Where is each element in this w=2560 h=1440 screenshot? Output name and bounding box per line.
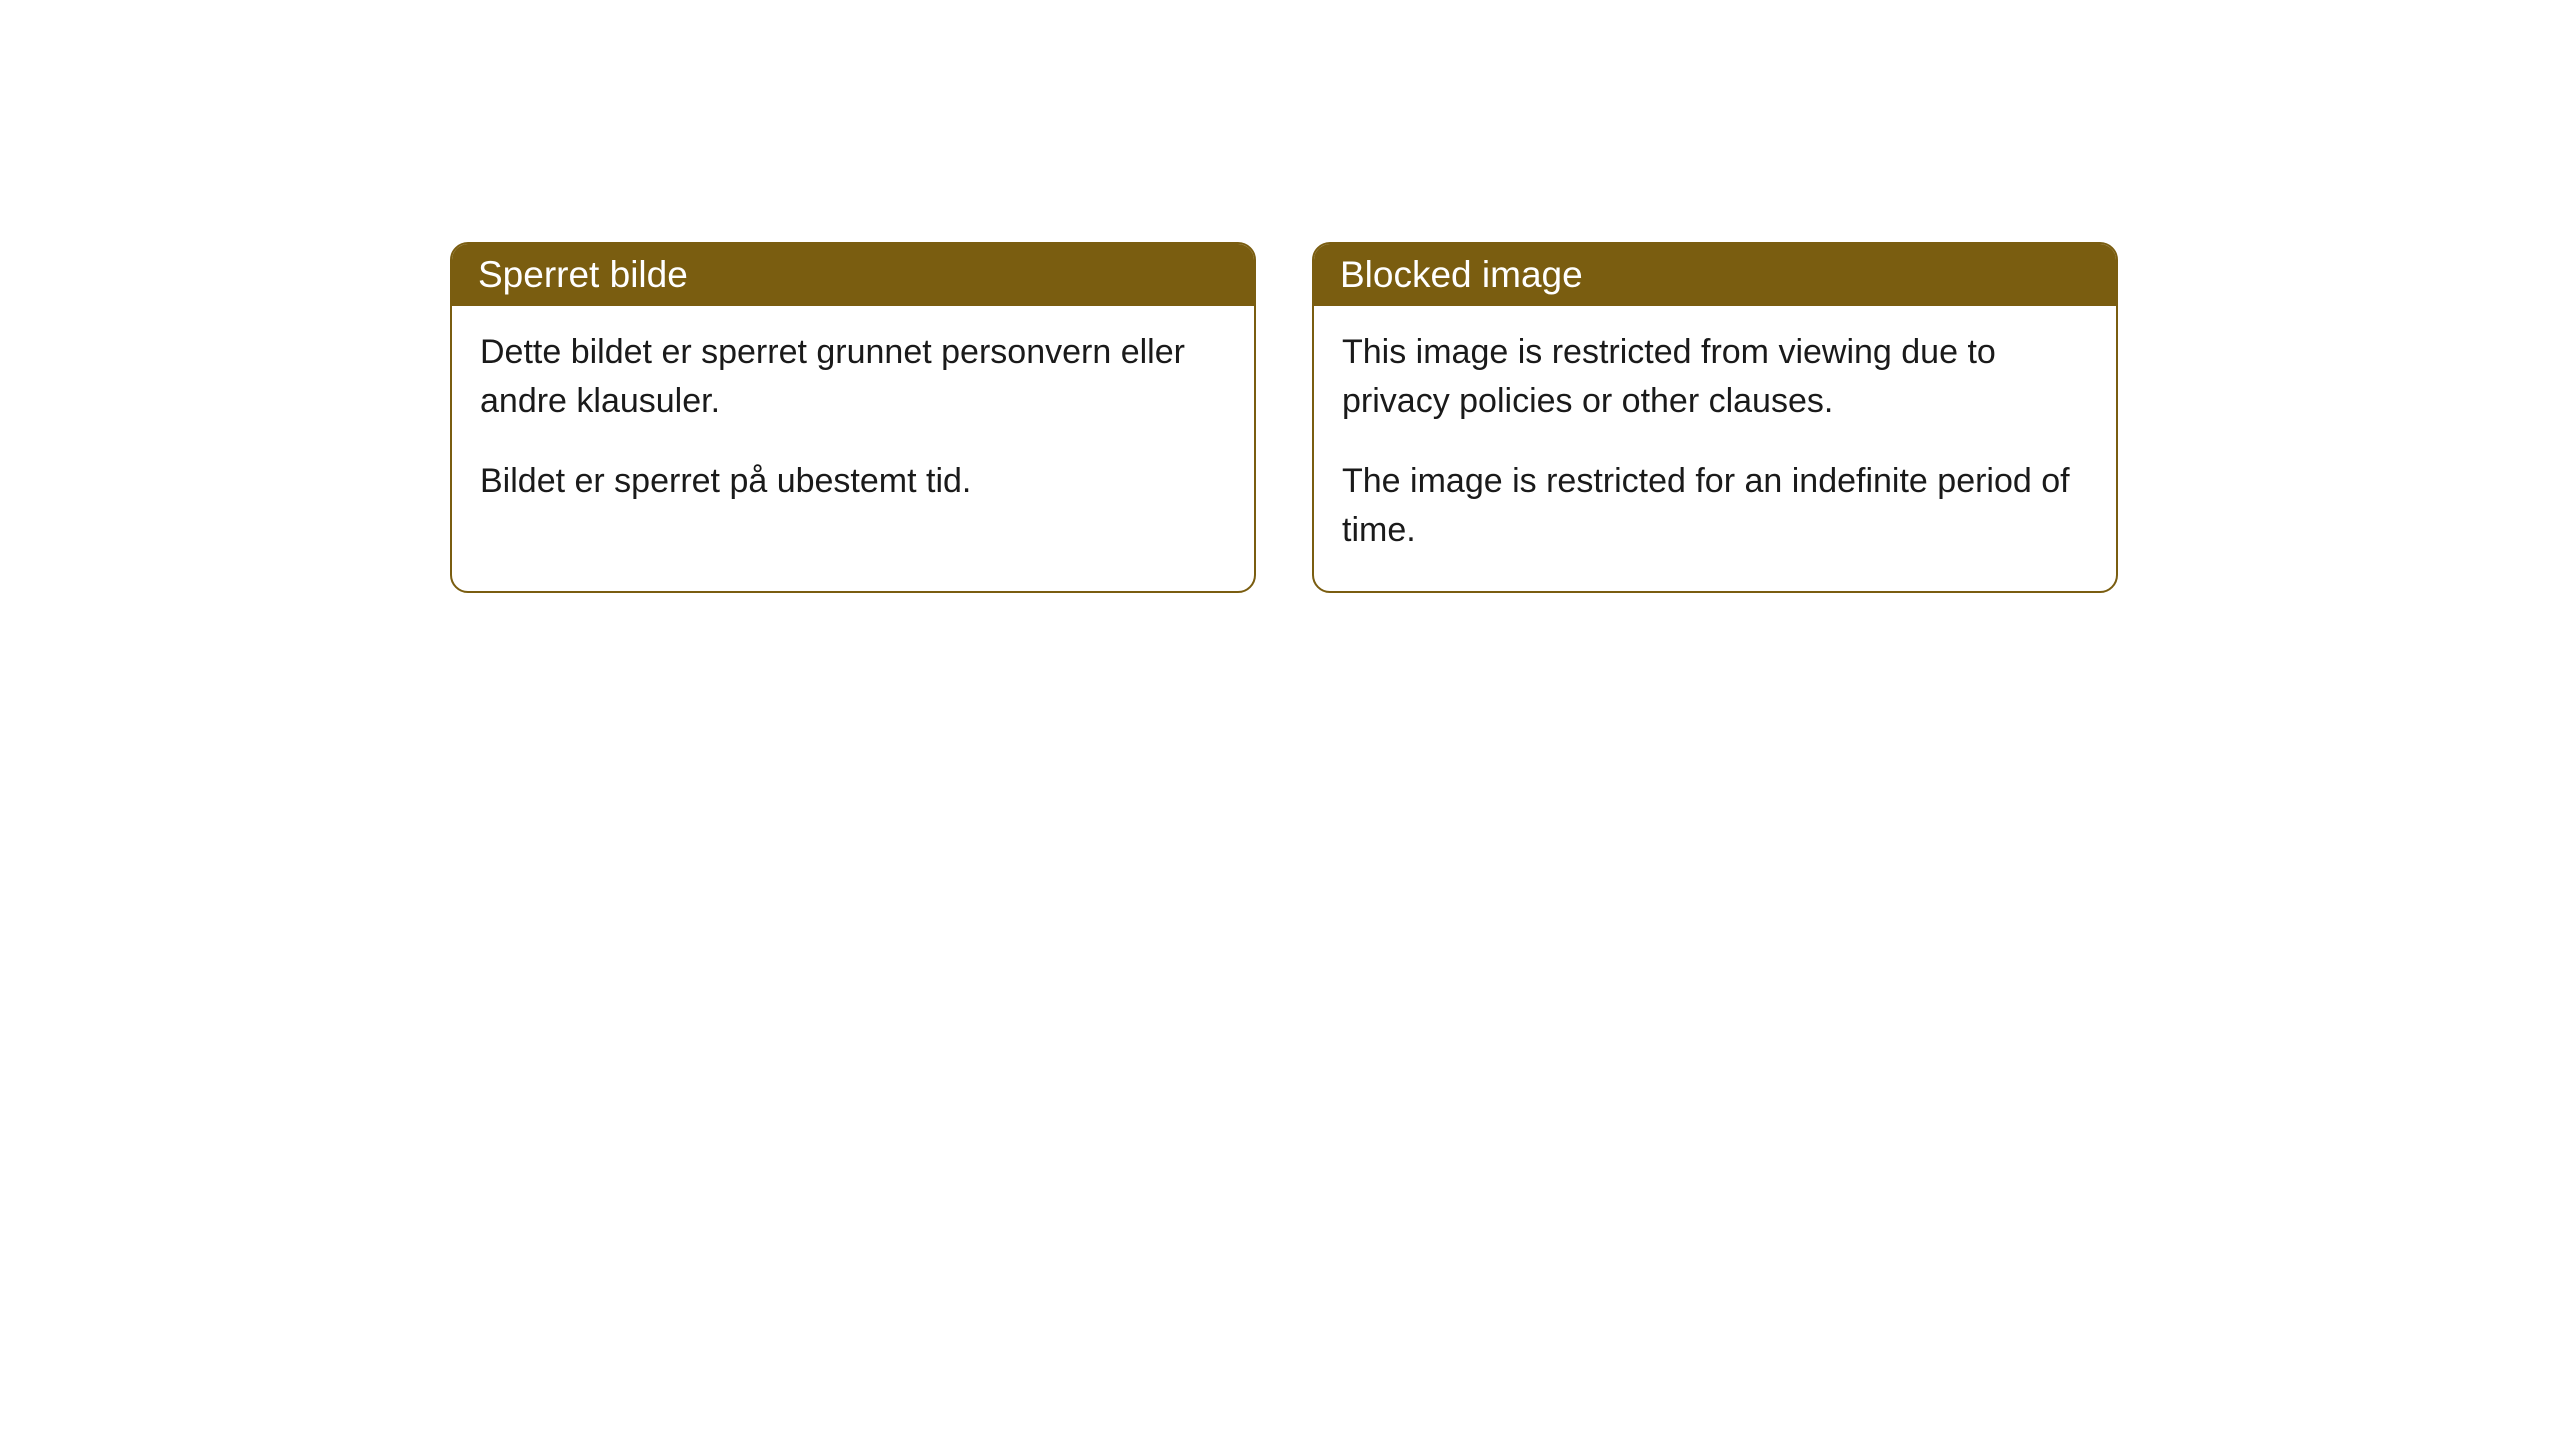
card-header-norwegian: Sperret bilde	[452, 244, 1254, 306]
blocked-image-card-english: Blocked image This image is restricted f…	[1312, 242, 2118, 593]
card-body-english: This image is restricted from viewing du…	[1314, 306, 2116, 591]
notice-text-2-norwegian: Bildet er sperret på ubestemt tid.	[480, 457, 1226, 506]
notice-text-2-english: The image is restricted for an indefinit…	[1342, 457, 2088, 556]
notice-text-1-english: This image is restricted from viewing du…	[1342, 328, 2088, 427]
card-header-english: Blocked image	[1314, 244, 2116, 306]
notice-cards-container: Sperret bilde Dette bildet er sperret gr…	[0, 0, 2560, 593]
notice-text-1-norwegian: Dette bildet er sperret grunnet personve…	[480, 328, 1226, 427]
blocked-image-card-norwegian: Sperret bilde Dette bildet er sperret gr…	[450, 242, 1256, 593]
card-body-norwegian: Dette bildet er sperret grunnet personve…	[452, 306, 1254, 542]
